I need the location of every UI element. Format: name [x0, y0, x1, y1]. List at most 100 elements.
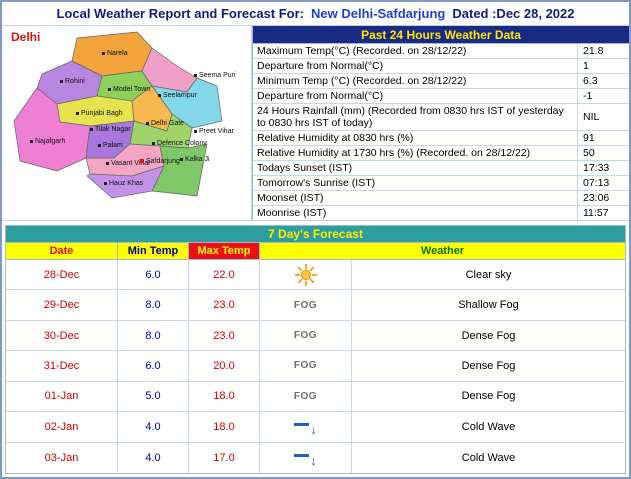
row-value: 91: [577, 131, 629, 145]
row-label: Departure from Normal(°C): [257, 60, 384, 72]
row-label: 24 Hours Rainfall (mm) (Recorded from 08…: [257, 105, 564, 129]
district-label: Kalka Ji: [180, 156, 210, 164]
sun-icon: [294, 263, 317, 286]
forecast-max-temp: 18.0: [189, 412, 260, 443]
forecast-table: 7 Day's Forecast Date Min Temp Max Temp …: [5, 225, 626, 474]
row-label: Relative Humidity at 0830 hrs (%): [257, 132, 414, 144]
forecast-max-temp: 18.0: [189, 381, 260, 413]
fog-icon: FOG: [293, 360, 318, 372]
forecast-min-temp: 8.0: [118, 320, 189, 352]
weather-icon-cell: FOG: [260, 381, 352, 413]
forecast-max-temp: 20.0: [189, 351, 260, 382]
cold-wave-arrow: ↓: [310, 422, 317, 438]
table-row: Tomorrow's Sunrise (IST) 07:13: [253, 176, 629, 191]
station-name: New Delhi-Safdarjung: [311, 6, 446, 21]
report-date: Dated :Dec 28, 2022: [452, 6, 575, 21]
district-label: Preet Vihar: [194, 128, 234, 136]
forecast-row: 29-Dec 8.0 23.0 FOG Shallow Fog: [6, 290, 625, 321]
row-label: Todays Sunset (IST): [257, 162, 353, 174]
forecast-row: 30-Dec 8.0 23.0 FOG Dense Fog: [6, 320, 625, 352]
row-label: Departure from Normal(°C): [257, 90, 384, 102]
cold-wave-icon: ↓: [294, 420, 317, 438]
report-title-prefix: Local Weather Report and Forecast For:: [56, 6, 305, 21]
forecast-row: 02-Jan 4.0 18.0 ↓ Cold Wave: [6, 412, 625, 443]
fog-icon: FOG: [293, 299, 318, 311]
row-value: 50: [577, 146, 629, 160]
row-value: 6.3: [577, 74, 629, 88]
row-value: 07:13: [577, 176, 629, 190]
weather-icon-cell: ↓: [260, 442, 352, 473]
table-row: 24 Hours Rainfall (mm) (Recorded from 08…: [253, 104, 629, 131]
forecast-max-temp: 17.0: [189, 442, 260, 473]
weather-icon-cell: FOG: [260, 320, 352, 352]
fog-icon: FOG: [293, 330, 318, 342]
forecast-row: 01-Jan 5.0 18.0 FOG Dense Fog: [6, 381, 625, 413]
cold-wave-arrow: ↓: [310, 453, 317, 469]
district-label: Seelampur: [158, 92, 197, 100]
table-row: Minimum Temp (°C) (Recorded. on 28/12/22…: [253, 74, 629, 89]
row-value: -1: [577, 89, 629, 103]
forecast-date: 28-Dec: [6, 260, 118, 291]
forecast-date: 01-Jan: [6, 381, 118, 413]
forecast-min-temp: 6.0: [118, 351, 189, 382]
cold-wave-bar: [294, 423, 310, 427]
fog-icon: FOG: [293, 390, 318, 402]
row-label: Relative Humidity at 1730 hrs (%) (Recor…: [257, 147, 531, 159]
forecast-weather-text: Dense Fog: [352, 351, 625, 382]
district-label: Narela: [102, 50, 128, 58]
district-label: Palam: [98, 142, 123, 150]
district-label: Najafgarh: [30, 138, 65, 146]
row-label: Maximum Temp(°C) (Recorded. on 28/12/22): [257, 45, 467, 57]
forecast-weather-text: Dense Fog: [352, 381, 625, 413]
forecast-max-temp: 23.0: [189, 320, 260, 352]
forecast-title: 7 Day's Forecast: [6, 226, 625, 243]
station-marker-label: Safdarjung: [140, 158, 180, 166]
forecast-date: 02-Jan: [6, 412, 118, 443]
forecast-weather-text: Shallow Fog: [352, 290, 625, 321]
table-row: Maximum Temp(°C) (Recorded. on 28/12/22)…: [253, 44, 629, 59]
forecast-date: 29-Dec: [6, 290, 118, 321]
district-label: Rohini: [60, 78, 85, 86]
row-value: 1: [577, 59, 629, 73]
report-title-bar: Local Weather Report and Forecast For: N…: [2, 2, 629, 26]
table-row: Todays Sunset (IST) 17:33: [253, 161, 629, 176]
district-label: Model Town: [108, 86, 150, 94]
district-label: Punjabi Bagh: [76, 110, 123, 118]
district-label: Hauz Khas: [104, 180, 143, 188]
forecast-weather-text: Cold Wave: [352, 442, 625, 473]
table-row: Departure from Normal(°C) -1: [253, 89, 629, 104]
row-value: 17:33: [577, 161, 629, 175]
cold-wave-bar: [294, 454, 310, 458]
table-row: Moonset (IST) 23:06: [253, 191, 629, 206]
forecast-min-temp: 6.0: [118, 260, 189, 291]
district-label: Tilak Nagar: [90, 126, 131, 134]
column-header-date: Date: [6, 243, 118, 260]
forecast-weather-text: Clear sky: [352, 260, 625, 291]
table-row: Departure from Normal(°C) 1: [253, 59, 629, 74]
forecast-header-row: Date Min Temp Max Temp Weather: [6, 243, 625, 260]
column-header-weather: Weather: [260, 243, 625, 260]
forecast-weather-text: Cold Wave: [352, 412, 625, 443]
row-label: Moonrise (IST): [257, 207, 327, 219]
district-label: Seema Puri: [194, 72, 236, 80]
delhi-map-panel: Delhi Narela Rohini Model Town Seema Pur…: [2, 26, 252, 220]
weather-icon-cell: FOG: [260, 351, 352, 382]
forecast-min-temp: 4.0: [118, 412, 189, 443]
forecast-min-temp: 4.0: [118, 442, 189, 473]
row-value: 23:06: [577, 191, 629, 205]
forecast-weather-text: Dense Fog: [352, 320, 625, 352]
forecast-max-temp: 23.0: [189, 290, 260, 321]
forecast-date: 03-Jan: [6, 442, 118, 473]
forecast-rows: 28-Dec 6.0 22.0 Clear sky: [6, 260, 625, 473]
weather-icon-cell: FOG: [260, 290, 352, 321]
table-row: Relative Humidity at 0830 hrs (%) 91: [253, 131, 629, 146]
row-label: Minimum Temp (°C) (Recorded. on 28/12/22…: [257, 75, 467, 87]
forecast-max-temp: 22.0: [189, 260, 260, 291]
table-row: Moonrise (IST) 11:57: [253, 206, 629, 220]
column-header-min: Min Temp: [118, 243, 189, 260]
row-label: Tomorrow's Sunrise (IST): [257, 177, 376, 189]
main-section: Delhi Narela Rohini Model Town Seema Pur…: [2, 26, 629, 221]
forecast-min-temp: 8.0: [118, 290, 189, 321]
district-label: Delhi Gate: [146, 120, 184, 128]
